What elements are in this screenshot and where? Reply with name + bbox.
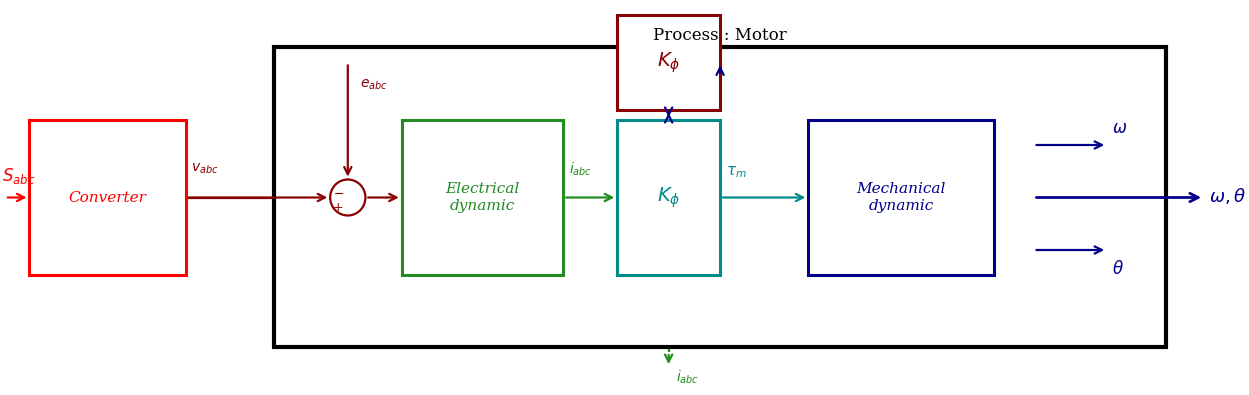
FancyBboxPatch shape: [402, 120, 563, 275]
FancyBboxPatch shape: [617, 15, 721, 110]
Text: $\omega, \theta$: $\omega, \theta$: [1209, 186, 1247, 205]
Text: Process : Motor: Process : Motor: [653, 26, 787, 43]
Text: $K_{\phi}$: $K_{\phi}$: [657, 50, 681, 75]
FancyBboxPatch shape: [808, 120, 994, 275]
Text: Mechanical
dynamic: Mechanical dynamic: [857, 182, 945, 213]
Text: $v_{abc}$: $v_{abc}$: [191, 161, 219, 175]
Text: $\tau_m$: $\tau_m$: [726, 164, 747, 179]
Text: $\theta$: $\theta$: [1112, 260, 1124, 278]
Text: $K_{\phi}$: $K_{\phi}$: [657, 185, 681, 210]
Text: $-$: $-$: [332, 186, 343, 199]
Text: $e_{abc}$: $e_{abc}$: [360, 77, 387, 92]
FancyBboxPatch shape: [30, 120, 186, 275]
FancyBboxPatch shape: [617, 120, 721, 275]
FancyBboxPatch shape: [275, 47, 1165, 347]
Text: Converter: Converter: [69, 190, 146, 205]
Text: $S_{abc}$: $S_{abc}$: [2, 166, 35, 186]
Text: Electrical
dynamic: Electrical dynamic: [446, 182, 520, 213]
Text: $i_{abc}$: $i_{abc}$: [570, 160, 592, 177]
Text: $\omega$: $\omega$: [1112, 120, 1127, 137]
Text: $i_{abc}$: $i_{abc}$: [677, 369, 699, 386]
Text: $+$: $+$: [332, 201, 343, 214]
